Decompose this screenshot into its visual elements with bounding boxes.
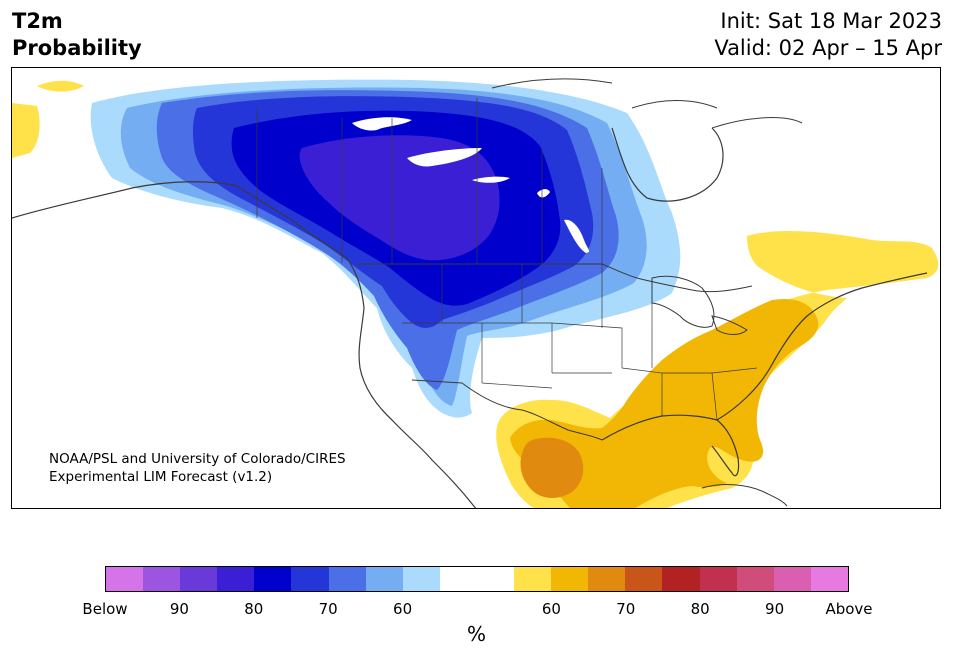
colorbar-segment (476, 567, 515, 591)
colorbar-segment (625, 567, 663, 591)
credit-line-1: NOAA/PSL and University of Colorado/CIRE… (49, 451, 346, 467)
colorbar-tick-label: 70 (616, 600, 636, 618)
colorbar-segment (365, 567, 403, 591)
gulf-coast (601, 414, 740, 477)
probability-map (11, 67, 941, 509)
contour-above-55-patch-nw (12, 103, 40, 158)
init-date: Init: Sat 18 Mar 2023 (720, 9, 942, 33)
cuba (701, 484, 788, 507)
colorbar-tick-label: 80 (244, 600, 264, 618)
colorbar-segment (291, 567, 329, 591)
reindeer-lake (537, 189, 550, 198)
colorbar-segment (551, 567, 589, 591)
colorbar-segment (588, 567, 626, 591)
contour-above-60 (510, 299, 819, 508)
lake-athabasca (472, 176, 510, 183)
great-slave-lake (407, 148, 482, 167)
colorbar-tick-label: 90 (169, 600, 189, 618)
colorbar-segment (662, 567, 700, 591)
contour-above-65 (520, 437, 584, 498)
colorbar-segment (217, 567, 255, 591)
great-lakes (651, 275, 748, 335)
us-canada-border (357, 263, 753, 293)
contour-above-55-patch-nw2 (37, 80, 84, 92)
forecast-dates: Init: Sat 18 Mar 2023 Valid: 02 Apr – 15… (714, 8, 942, 62)
colorbar-segment (402, 567, 440, 591)
colorbar-tick-label: 80 (690, 600, 710, 618)
colorbar (105, 566, 849, 592)
state-lines (402, 264, 758, 421)
east-coast (716, 272, 928, 421)
colorbar-segment (810, 567, 848, 591)
colorbar-tick-label: Above (825, 600, 873, 618)
colorbar-segment (254, 567, 292, 591)
contour-below-80 (299, 135, 500, 261)
map-canvas (12, 68, 940, 508)
colorbar-segment (439, 567, 477, 591)
colorbar-segment (514, 567, 552, 591)
colorbar-segment (143, 567, 181, 591)
title-type: Probability (12, 36, 142, 60)
colorbar-segment (773, 567, 811, 591)
colorbar-segment (328, 567, 366, 591)
colorbar-segment (106, 567, 144, 591)
province-lines (256, 98, 603, 264)
colorbar-unit: % (466, 622, 486, 646)
colorbar-segment (180, 567, 218, 591)
credit-line-2: Experimental LIM Forecast (v1.2) (49, 469, 273, 485)
colorbar-segment (699, 567, 737, 591)
valid-range: Valid: 02 Apr – 15 Apr (714, 36, 942, 60)
title-variable: T2m (12, 9, 63, 33)
colorbar-tick-label: 60 (541, 600, 561, 618)
coastline (12, 181, 477, 508)
colorbar-tick-label: Below (82, 600, 128, 618)
chart-title: T2m Probability (12, 8, 142, 62)
great-bear-lake (352, 117, 412, 131)
colorbar-tick-label: 70 (318, 600, 338, 618)
colorbar-tick-label: 90 (765, 600, 785, 618)
colorbar-tick-label: 60 (393, 600, 413, 618)
lake-winnipeg (564, 219, 590, 253)
credit-text: NOAA/PSL and University of Colorado/CIRE… (49, 450, 346, 486)
us-mexico-border (411, 379, 603, 441)
arctic-islands (491, 78, 803, 129)
colorbar-segment (736, 567, 774, 591)
colorbar-ticks: Below 90 80 70 60 60 70 80 90 Above (0, 600, 953, 620)
hudson-bay (611, 127, 724, 202)
